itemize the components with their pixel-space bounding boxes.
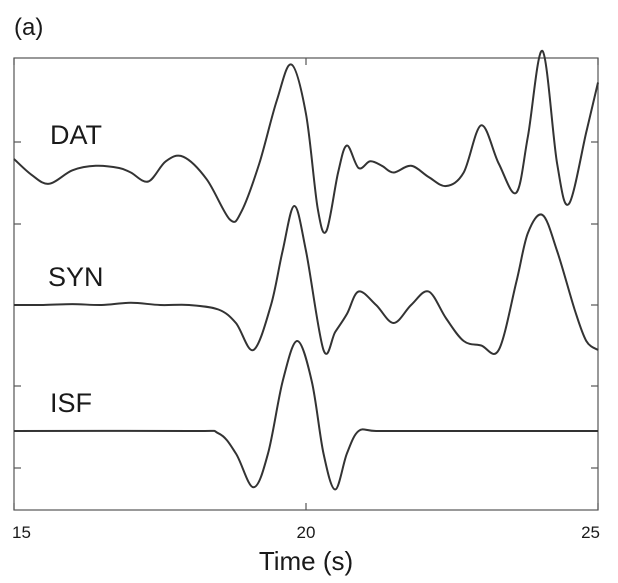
trace-syn: [13, 205, 599, 355]
trace-isf: [13, 340, 598, 491]
trace-dat: [13, 49, 599, 234]
x-axis-title: Time (s): [259, 546, 353, 576]
x-tick-labels: 15 20 25: [12, 523, 600, 542]
x-tick-label-25: 25: [581, 523, 600, 542]
trace-label-dat: DAT: [50, 120, 102, 150]
trace-label-syn: SYN: [48, 262, 104, 292]
tick-marks: [13, 58, 599, 510]
x-tick-label-20: 20: [297, 523, 316, 542]
traces: [13, 49, 599, 491]
panel-label: (a): [14, 14, 44, 41]
trace-label-isf: ISF: [50, 388, 93, 418]
x-tick-label-15: 15: [12, 523, 31, 542]
